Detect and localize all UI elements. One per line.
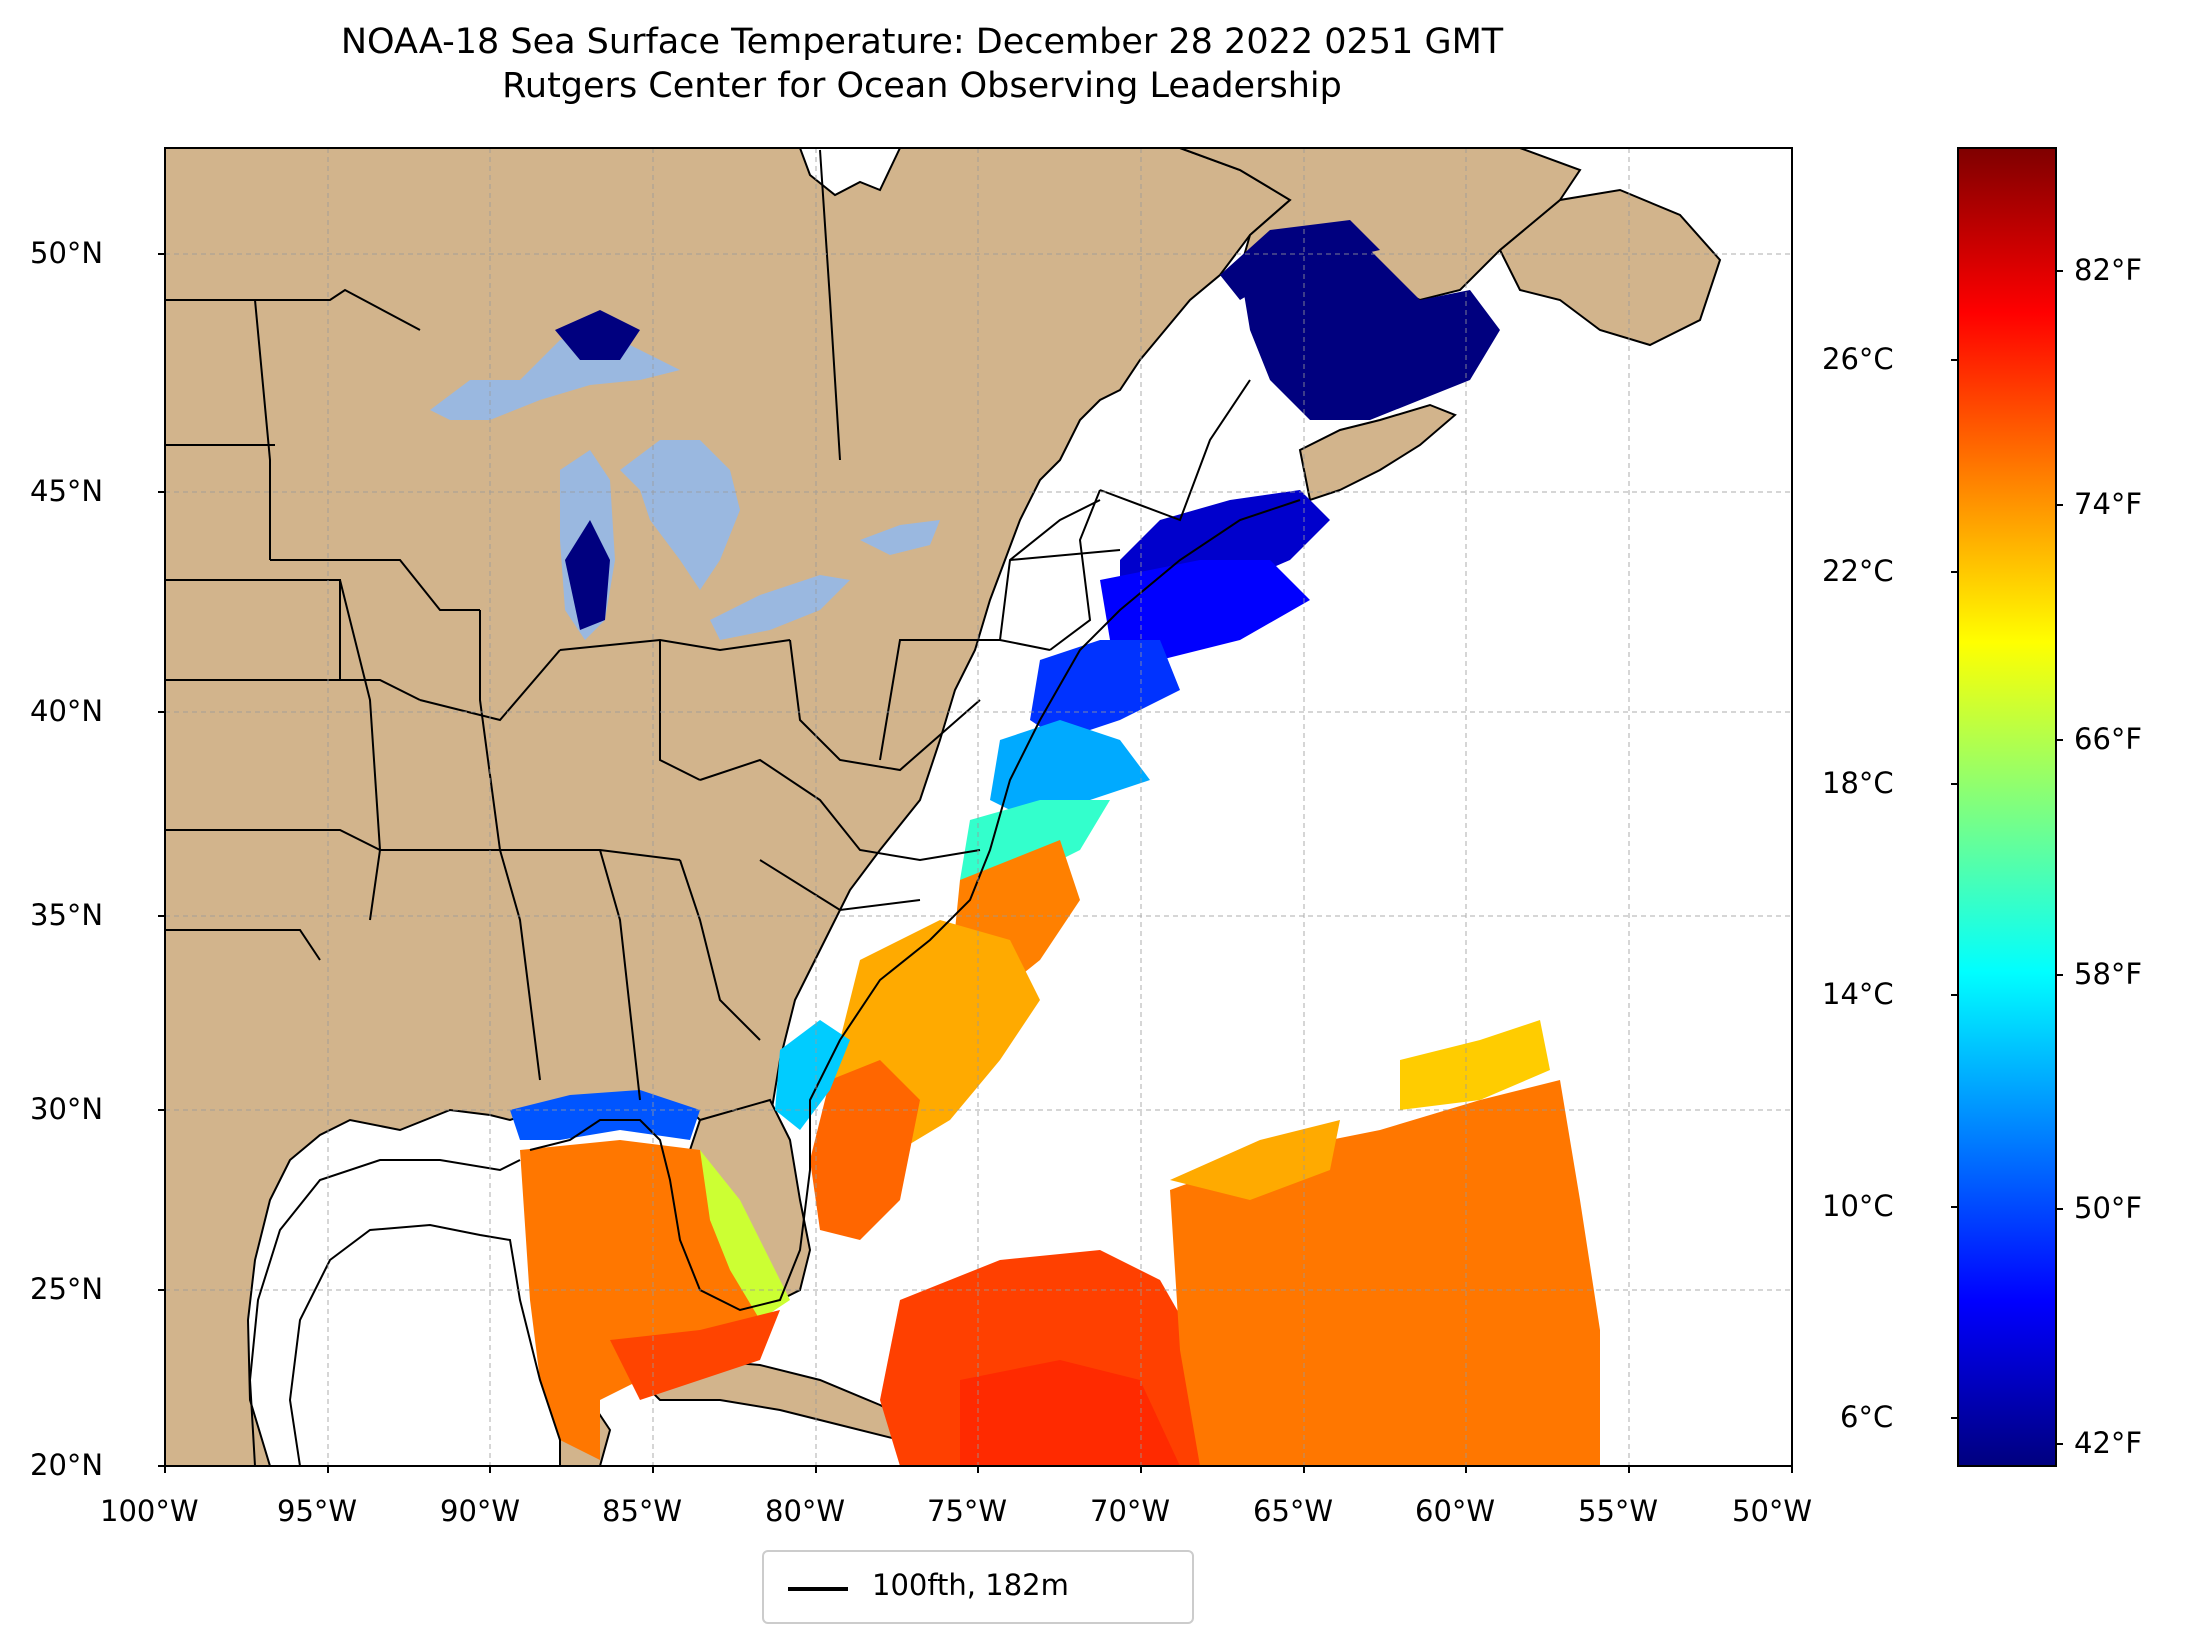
map-title: NOAA-18 Sea Surface Temperature: Decembe… (340, 22, 1504, 62)
legend-line-swatch (788, 1587, 848, 1591)
lon-label-70: 70°W (1090, 1494, 1171, 1528)
colorbar-label-f-58: 58°F (2074, 957, 2143, 991)
lat-label-50: 50°N (30, 236, 104, 270)
lon-label-95: 95°W (277, 1494, 358, 1528)
colorbar-label-f-74: 74°F (2074, 487, 2143, 521)
lat-label-25: 25°N (30, 1272, 104, 1306)
lat-label-35: 35°N (30, 898, 104, 932)
grid-lines (165, 148, 1792, 1466)
lon-label-85: 85°W (602, 1494, 683, 1528)
lat-label-30: 30°N (30, 1092, 104, 1126)
colorbar-label-f-50: 50°F (2074, 1191, 2143, 1225)
lon-label-75: 75°W (927, 1494, 1008, 1528)
legend-label: 100fth, 182m (872, 1568, 1069, 1602)
colorbar-label-f-66: 66°F (2074, 722, 2143, 756)
colorbar-label-f-42: 42°F (2074, 1426, 2143, 1460)
colorbar-label-c-26: 26°C (1822, 342, 1894, 376)
lon-label-55: 55°W (1578, 1494, 1659, 1528)
map-subtitle: Rutgers Center for Ocean Observing Leade… (502, 66, 1342, 106)
100-fathom-contour (529, 499, 1301, 1312)
lat-label-45: 45°N (30, 474, 104, 508)
lat-label-40: 40°N (30, 694, 104, 728)
land-newfoundland (1498, 188, 1722, 347)
colorbar-ticks (1951, 270, 2063, 1445)
colorbar-label-f-82: 82°F (2074, 253, 2143, 287)
lon-label-80: 80°W (765, 1494, 846, 1528)
land-nova-scotia (1298, 403, 1457, 502)
lon-label-50: 50°W (1732, 1494, 1813, 1528)
lat-label-20: 20°N (30, 1448, 104, 1482)
colorbar-label-c-18: 18°C (1822, 766, 1894, 800)
colorbar-label-c-14: 14°C (1822, 977, 1894, 1011)
sst-data (510, 220, 1600, 1466)
political-boundaries (165, 149, 1251, 1101)
legend-box: 100fth, 182m (762, 1550, 1194, 1624)
colorbar-label-c-22: 22°C (1822, 554, 1894, 588)
colorbar (1957, 147, 2057, 1467)
colorbar-label-c-6: 6°C (1840, 1400, 1894, 1434)
map-area (165, 148, 1792, 1466)
colorbar-label-c-10: 10°C (1822, 1189, 1894, 1223)
lon-label-60: 60°W (1415, 1494, 1496, 1528)
axis-ticks (158, 253, 1793, 1473)
lon-label-90: 90°W (440, 1494, 521, 1528)
great-lakes (430, 310, 940, 640)
lon-label-100: 100°W (100, 1494, 199, 1528)
lon-label-65: 65°W (1253, 1494, 1334, 1528)
